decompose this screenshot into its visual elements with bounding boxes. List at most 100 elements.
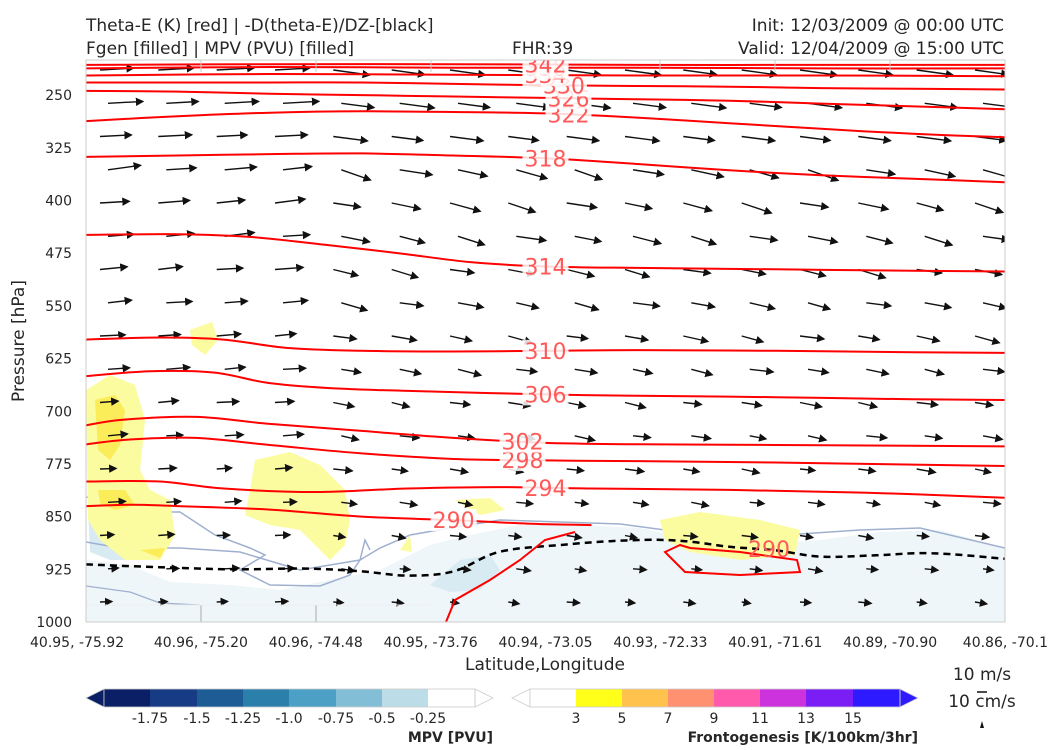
theta-e-contour-306 [86,369,1005,401]
wind-vector [741,135,777,145]
wind-vector [574,498,590,508]
wind-vector [866,235,894,246]
wind-vector [566,465,586,475]
wind-vector [807,499,826,508]
wind-vector [866,499,882,508]
wind-vector [924,565,940,574]
wind-vector [224,363,247,373]
wind-vector [107,162,142,171]
wind-vector [574,565,588,574]
wind-vector [691,368,714,378]
mpv-colorbar-segment [428,689,475,707]
wind-vector [107,497,127,506]
vector-key-horizontal-label: 10 m/s [953,665,1011,685]
theta-e-contour-314 [86,233,1005,273]
wind-vector [858,598,873,607]
wind-vector [282,97,321,106]
wind-vector [799,202,830,211]
wind-vector [982,302,1005,311]
wind-vector [924,302,953,311]
mpv-colorbar-segment [150,689,197,707]
mpv-tick-label: -0.25 [410,711,446,727]
wind-vector [341,302,369,313]
mpv-colorbar-low-extend [85,688,105,708]
theta-e-label-290-closed: 290 [748,538,790,563]
theta-e-label-bg [522,476,569,499]
wind-vector [274,530,292,540]
wind-vector [274,64,311,73]
theta-e-label-bg [522,147,569,170]
theta-e-label-310: 310 [525,340,567,365]
wind-vector [574,235,603,245]
mpv-colorbar-segment [197,689,243,707]
wind-vector [741,335,765,345]
wind-vector [974,466,993,476]
wind-vector [333,201,362,211]
wind-vector [858,466,877,475]
wind-vector [216,330,243,339]
wind-vector [282,364,308,373]
wind-vector [274,397,296,406]
wind-vector [224,297,249,306]
wind-vector [216,397,241,407]
wind-vector [341,235,371,245]
wind-vector [749,235,779,244]
theta-e-label-290: 290 [433,509,475,534]
theta-e-label-bg [499,430,546,453]
mpv-tick-label: -1.5 [183,711,210,727]
wind-vector [632,499,650,508]
wind-vector [974,532,991,541]
wind-vector [391,334,418,344]
wind-vector [741,467,761,476]
wind-vector [449,466,470,476]
wind-vector [858,532,875,542]
theta-e-label-294: 294 [525,477,567,502]
wind-vector [916,135,953,145]
wind-vector [566,69,603,78]
wind-vector [799,135,832,144]
wind-vector [924,235,954,247]
wind-vector [691,235,718,247]
frontogenesis-colorbar: 3 5 7 9 11 13 15 Frontogenesis [K/100km/… [511,688,919,746]
wind-vector [333,401,356,410]
fgen-colorbar-segment [668,689,714,707]
wind-vector [341,499,359,508]
mpv-colorbar-segment [289,689,336,707]
fgen-colorbar-segment [760,689,806,707]
wind-vector [449,202,482,214]
wind-vector [508,532,523,541]
wind-vector [457,499,474,508]
theta-e-label-342: 342 [525,54,567,79]
wind-vector [691,433,713,442]
wind-vector [224,430,245,440]
wind-vector [924,169,957,180]
wind-vector [924,433,944,442]
wind-vector [333,268,360,278]
wind-vector [274,597,290,606]
y-tick-label: 250 [45,88,72,104]
y-axis-label: Pressure [hPa] [9,280,29,402]
valid-time: Valid: 12/04/2009 @ 15:00 UTC [738,39,1004,59]
wind-vector [158,263,184,272]
x-axis-label: Latitude,Longitude [465,655,625,675]
wind-vector [282,163,314,172]
wind-vector [749,433,768,442]
init-time: Init: 12/03/2009 @ 00:00 UTC [752,16,1004,36]
fgen-colorbar-segment [806,689,853,707]
wind-vector [449,532,468,541]
wind-vector [158,196,191,206]
wind-vector [391,598,405,607]
theta-e-contour-302 [86,415,1005,448]
x-tick-label: 40.93, -72.33 [613,635,707,651]
wind-vector [632,169,665,178]
wind-vector [99,131,133,140]
wind-vector [574,434,597,443]
wind-vector [566,202,599,211]
wind-vector [216,597,229,606]
wind-vector [866,433,889,442]
y-tick-label: 850 [45,510,72,526]
wind-vector [166,97,200,107]
wind-vector [508,598,521,607]
wind-vector [566,333,590,342]
wind-vector [449,135,485,145]
